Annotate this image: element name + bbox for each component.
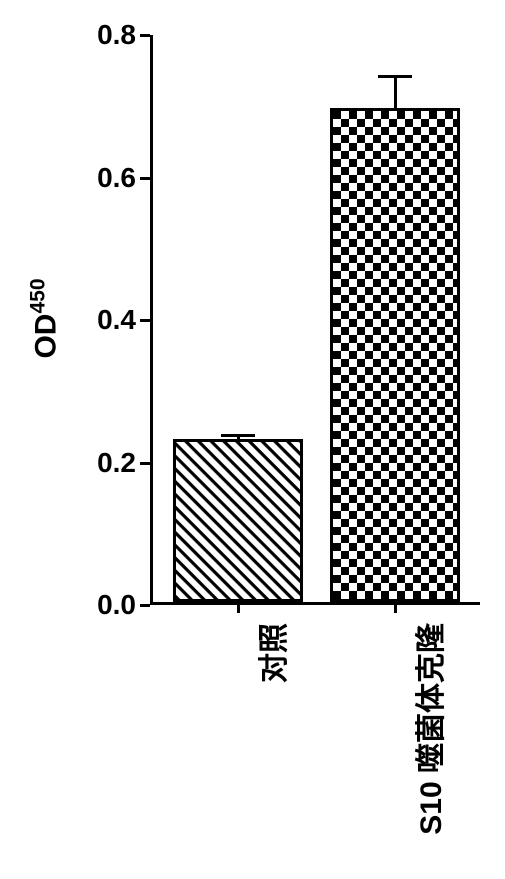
x-tick	[237, 605, 240, 613]
y-tick	[140, 319, 150, 322]
error-bar-stem	[394, 76, 397, 108]
bar	[173, 439, 304, 602]
plot-area	[150, 35, 480, 605]
y-tick-label: 0.8	[97, 19, 136, 51]
y-axis-title: OD450	[27, 239, 64, 399]
y-axis-title-sup: 450	[27, 278, 50, 313]
x-tick	[394, 605, 397, 613]
bar-chart: OD450 0.00.20.40.60.8 对照S10 噬菌体	[0, 0, 505, 879]
bar-fill	[333, 111, 458, 599]
x-category-label: S10 噬菌体克隆	[406, 623, 450, 879]
bar-fill	[176, 442, 301, 599]
y-tick	[140, 604, 150, 607]
y-tick	[140, 177, 150, 180]
y-tick	[140, 462, 150, 465]
y-axis-line	[150, 35, 153, 605]
error-bar-cap	[221, 434, 255, 437]
y-tick-label: 0.0	[97, 589, 136, 621]
y-tick-label: 0.2	[97, 447, 136, 479]
error-bar-cap	[378, 75, 412, 78]
y-tick-label: 0.6	[97, 162, 136, 194]
y-axis-title-base: OD	[30, 314, 63, 359]
bar	[330, 108, 461, 602]
y-tick-label: 0.4	[97, 304, 136, 336]
x-category-label: 对照	[249, 623, 293, 879]
y-tick	[140, 34, 150, 37]
